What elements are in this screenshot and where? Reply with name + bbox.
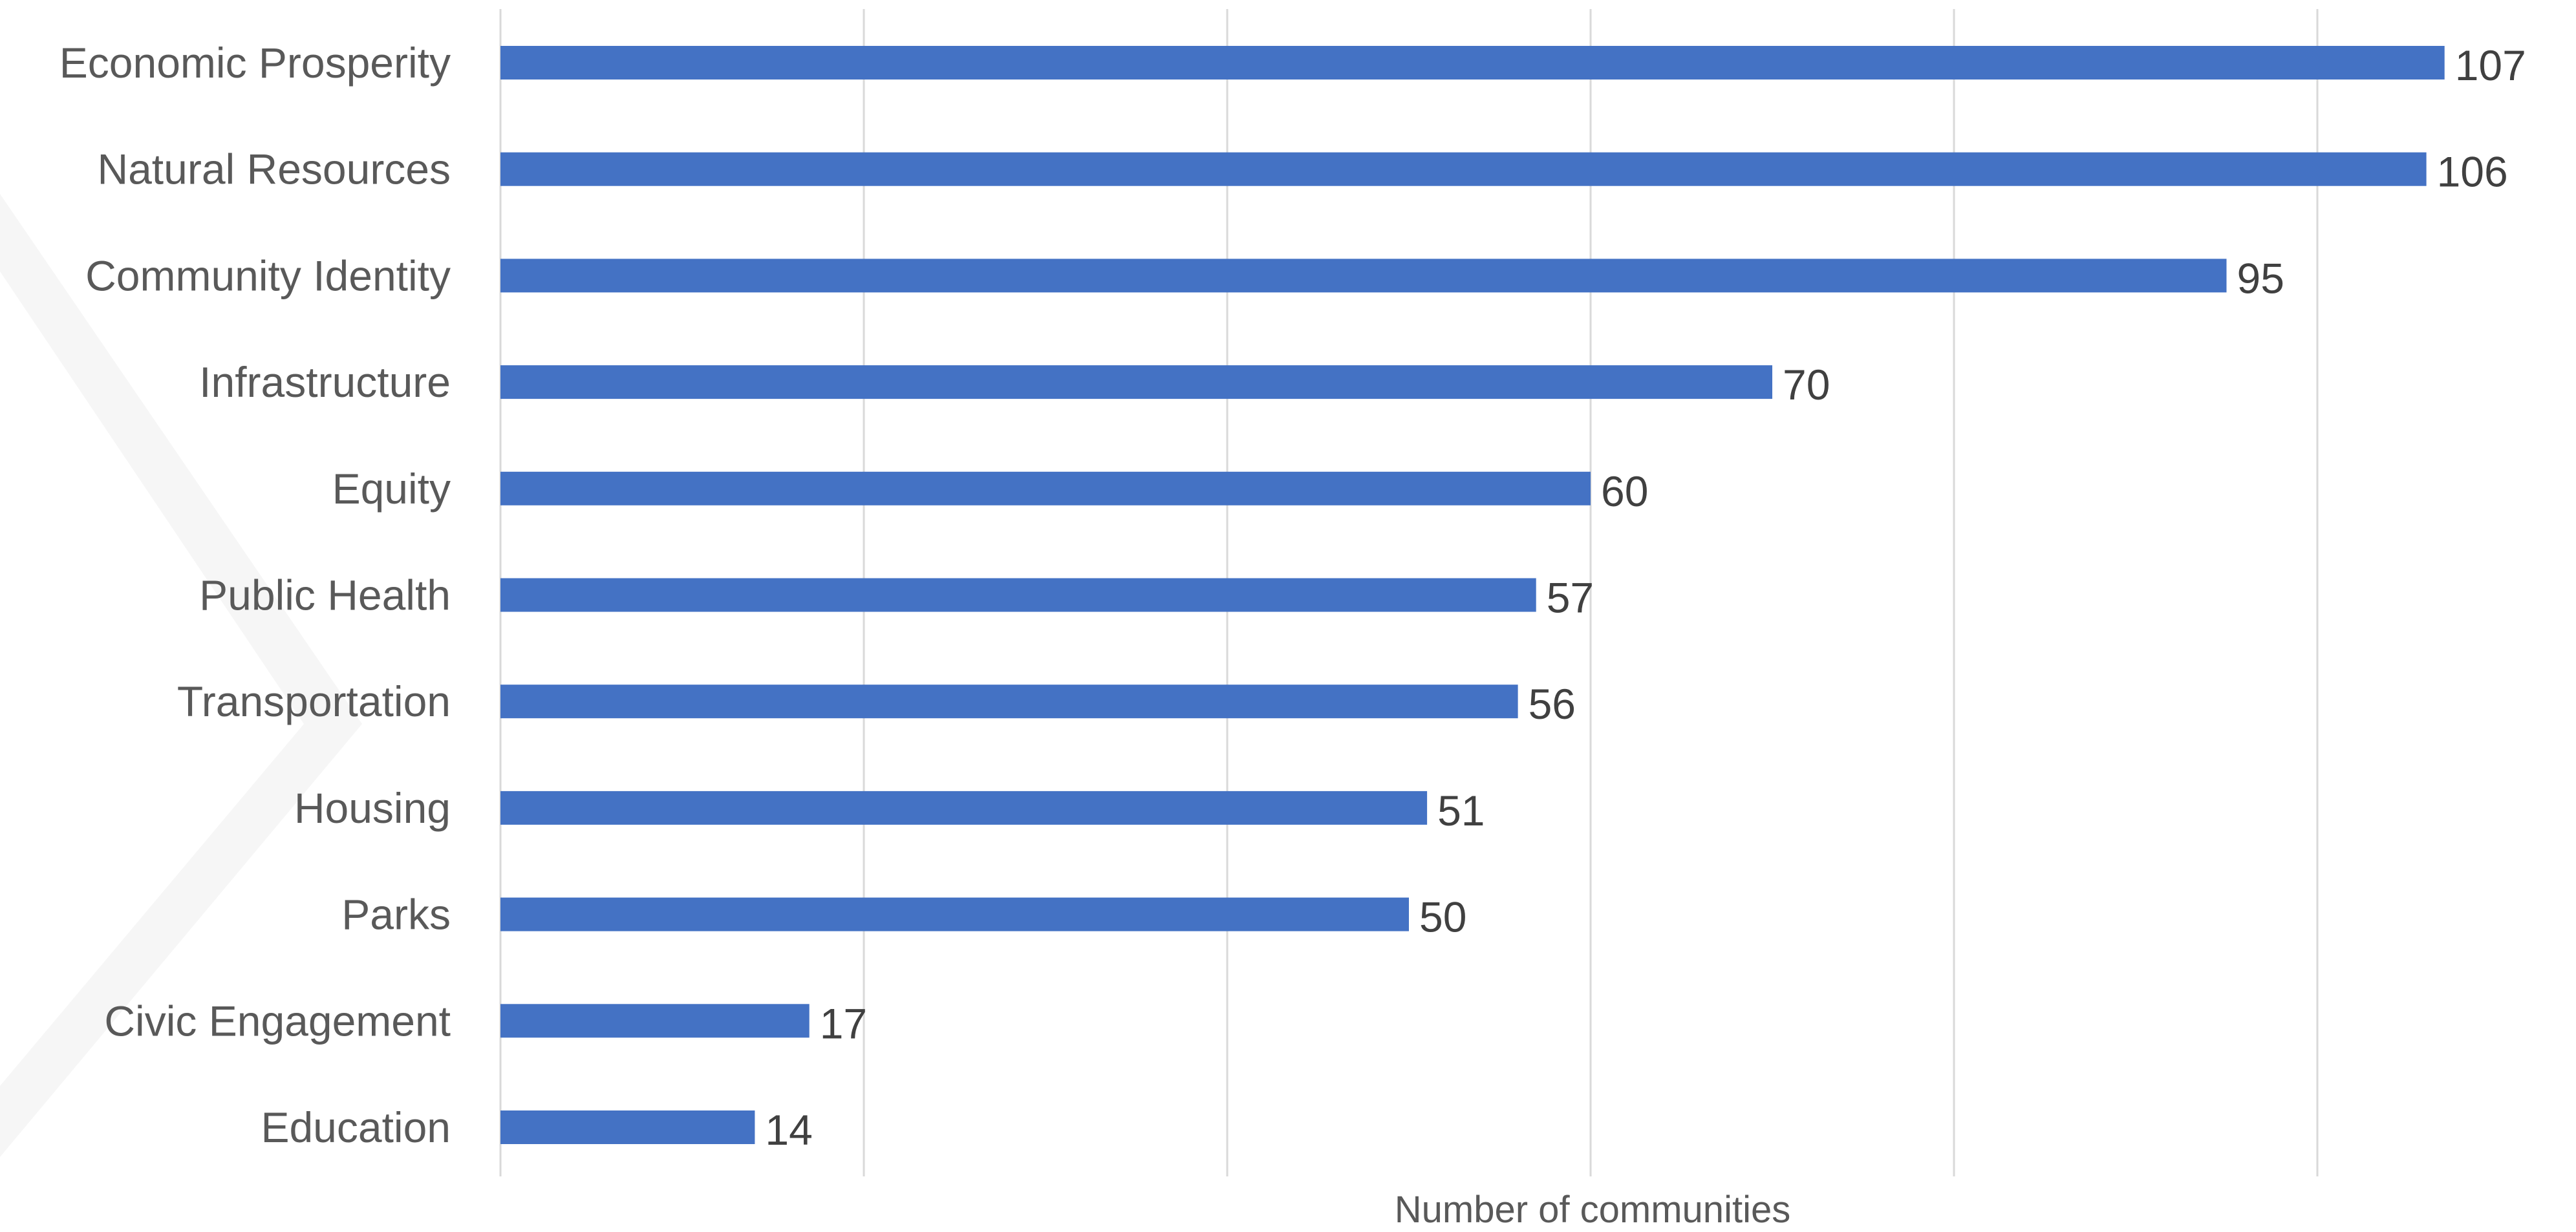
data-label: 106	[2437, 148, 2508, 196]
bar	[500, 259, 2227, 293]
category-label: Education	[261, 1103, 451, 1151]
category-label: Community Identity	[85, 251, 451, 299]
category-labels: Economic Prosperity Natural Resources Comm…	[59, 39, 451, 1151]
bar	[500, 685, 1518, 719]
data-label: 51	[1437, 787, 1485, 834]
data-label: 56	[1529, 680, 1576, 728]
data-label: 14	[765, 1106, 812, 1154]
category-label: Transportation	[177, 677, 451, 725]
category-label: Economic Prosperity	[59, 39, 451, 87]
data-label: 95	[2237, 254, 2284, 302]
category-label: Public Health	[199, 571, 451, 619]
bar	[500, 1004, 810, 1038]
bar	[500, 471, 1591, 505]
bar	[500, 365, 1772, 399]
data-label: 60	[1601, 467, 1648, 515]
category-label: Equity	[332, 465, 451, 513]
data-label: 50	[1419, 893, 1466, 941]
data-label: 70	[1783, 361, 1830, 409]
bar	[500, 152, 2427, 186]
bar	[500, 578, 1536, 612]
background-chevron-decoration	[0, 194, 362, 1157]
bars	[500, 46, 2445, 1144]
category-label: Infrastructure	[199, 358, 451, 406]
category-label: Natural Resources	[97, 145, 451, 193]
data-labels: 107 106 95 70 60 57 56 51 50 17 14	[765, 41, 2526, 1154]
bar	[500, 46, 2445, 80]
x-axis-title: Number of communities	[1395, 1189, 1790, 1229]
category-label: Housing	[294, 784, 451, 832]
bar	[500, 1110, 755, 1144]
category-label: Civic Engagement	[104, 997, 451, 1045]
category-label: Parks	[341, 891, 451, 939]
data-label: 57	[1547, 574, 1594, 622]
bar	[500, 791, 1428, 825]
data-label: 107	[2455, 41, 2526, 89]
bar	[500, 897, 1409, 931]
data-label: 17	[820, 999, 867, 1047]
